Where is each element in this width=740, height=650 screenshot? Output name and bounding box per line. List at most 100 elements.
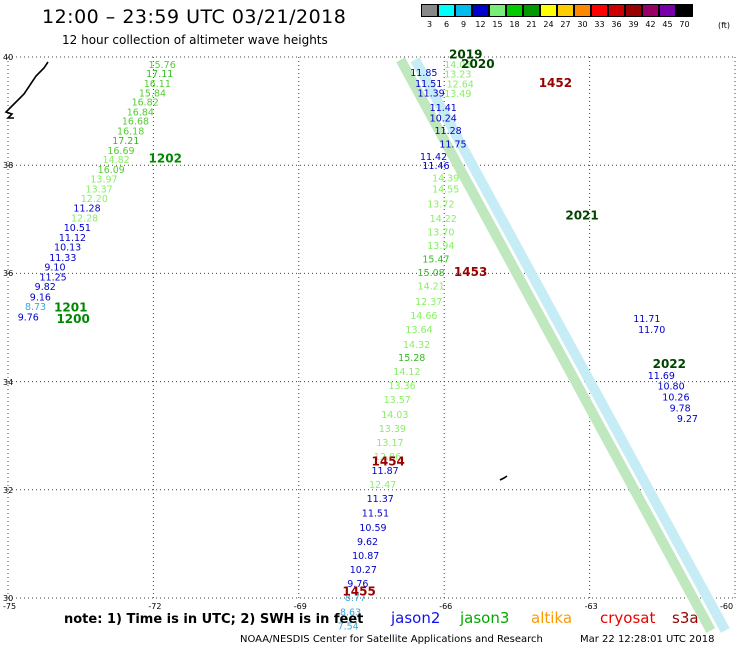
swh-value: 11.25 xyxy=(40,272,67,283)
swh-value: 11.70 xyxy=(638,325,665,336)
legend-color-box xyxy=(608,4,625,17)
swh-value: 13.97 xyxy=(90,175,117,186)
legend-color-box xyxy=(438,4,455,17)
swh-value: 13.64 xyxy=(405,325,432,336)
swh-value: 11.69 xyxy=(648,371,675,382)
swh-value: 13.23 xyxy=(444,70,471,81)
swh-value: 16.68 xyxy=(122,117,149,128)
swh-value: 11.42 xyxy=(420,152,447,163)
pass-time-label: 2021 xyxy=(565,208,598,222)
satellite-tracks xyxy=(396,57,730,633)
swh-value: 11.28 xyxy=(73,204,100,215)
legend-color-box xyxy=(625,4,642,17)
swh-value: 11.39 xyxy=(418,88,445,99)
swh-value: 10.59 xyxy=(359,523,386,534)
swh-value: 11.51 xyxy=(362,508,389,519)
swh-value: 13.49 xyxy=(444,89,471,100)
legend-color-box xyxy=(574,4,591,17)
satellite-name-s3a: s3a xyxy=(672,609,699,627)
legend-swatch-18: 18 xyxy=(506,4,523,29)
swh-value: 10.26 xyxy=(662,393,689,404)
latitude-tick-label: 34 xyxy=(3,377,14,387)
track-ribbon xyxy=(396,57,716,633)
swh-value: 14.03 xyxy=(444,60,471,71)
swh-value: 14.12 xyxy=(393,367,420,378)
legend-label: 12 xyxy=(475,20,486,29)
legend-swatch-27: 27 xyxy=(557,4,574,29)
swh-value: 17.11 xyxy=(146,69,173,80)
coastline xyxy=(4,61,508,481)
legend-swatch-33: 33 xyxy=(591,4,608,29)
swh-value: 10.80 xyxy=(657,382,684,393)
legend-label: 70 xyxy=(679,20,690,29)
satellite-name-cryosat: cryosat xyxy=(600,609,656,627)
legend-label: 27 xyxy=(560,20,571,29)
swh-value: 11.41 xyxy=(430,103,457,114)
latitude-tick-label: 30 xyxy=(3,594,14,603)
swh-value: 15.47 xyxy=(422,255,449,266)
latitude-tick-label: 38 xyxy=(3,161,14,171)
swh-value: 11.28 xyxy=(435,126,462,137)
swh-value: 16.82 xyxy=(132,98,159,109)
legend-color-box xyxy=(506,4,523,17)
swh-value: 11.85 xyxy=(410,68,437,79)
swh-value: 8.77 xyxy=(345,593,366,604)
legend-swatch-30: 30 xyxy=(574,4,591,29)
swh-value-labels: 15.7617.1116.1115.8416.8216.8416.6816.18… xyxy=(18,48,740,633)
swh-value: 11.12 xyxy=(59,233,86,244)
legend-label: 33 xyxy=(594,20,605,29)
legend-label: 21 xyxy=(526,20,537,29)
legend-color-box xyxy=(455,4,472,17)
legend-swatch-9: 9 xyxy=(455,4,472,29)
page-title: 12:00 – 23:59 UTC 03/21/2018 xyxy=(42,6,347,28)
legend-swatch-39: 39 xyxy=(625,4,642,29)
longitude-tick-label: -72 xyxy=(148,602,162,611)
swh-value: 13.94 xyxy=(427,241,454,252)
swh-value: 11.75 xyxy=(439,139,466,150)
page-subtitle: 12 hour collection of altimeter wave hei… xyxy=(62,33,328,47)
legend-color-box xyxy=(472,4,489,17)
legend-swatch-3: 3 xyxy=(421,4,438,29)
satellite-name-jason3: jason3 xyxy=(460,609,510,627)
legend-swatch-12: 12 xyxy=(472,4,489,29)
wave-height-color-legend: 3 6 9 12 15 18 21 24 27 30 33 36 39 42 45 70 xyxy=(421,4,693,29)
swh-value: 14.39 xyxy=(432,173,459,184)
swh-value: 15.28 xyxy=(398,353,425,364)
swh-value: 13.39 xyxy=(379,424,406,435)
swh-value: 9.76 xyxy=(18,312,39,323)
legend-color-box xyxy=(676,4,693,17)
pass-time-label: 1453 xyxy=(454,265,487,279)
satellite-name-altika: altika xyxy=(531,609,573,627)
legend-color-box xyxy=(540,4,557,17)
swh-value: 13.72 xyxy=(427,199,454,210)
legend-color-box xyxy=(523,4,540,17)
pass-time-label: 1200 xyxy=(56,312,89,326)
swh-value: 14.55 xyxy=(432,184,459,195)
legend-color-box xyxy=(642,4,659,17)
swh-value: 11.46 xyxy=(422,161,449,172)
note-text: note: 1) Time is in UTC; 2) SWH is in fe… xyxy=(64,612,364,627)
longitude-tick-label: -69 xyxy=(293,602,307,611)
latitude-tick-label: 40 xyxy=(3,53,14,62)
longitude-tick-label: -63 xyxy=(584,602,598,611)
swh-value: 13.37 xyxy=(86,184,113,195)
swh-value: 12.20 xyxy=(81,194,108,205)
swh-value: 9.82 xyxy=(35,282,56,293)
swh-value: 13.57 xyxy=(384,395,411,406)
pass-time-label: 2020 xyxy=(461,57,494,71)
legend-label: 24 xyxy=(543,20,554,29)
swh-value: 11.87 xyxy=(372,466,399,477)
legend-label: 6 xyxy=(443,20,450,29)
swh-value: 13.70 xyxy=(427,228,454,239)
generated-timestamp: Mar 22 12:28:01 UTC 2018 xyxy=(580,634,715,645)
longitude-tick-label: -66 xyxy=(439,602,453,611)
legend-swatch-21: 21 xyxy=(523,4,540,29)
swh-value: 9.78 xyxy=(670,403,691,414)
swh-value: 14.66 xyxy=(410,311,437,322)
pass-time-label: 1201 xyxy=(54,300,87,314)
legend-swatch-36: 36 xyxy=(608,4,625,29)
swh-value: 16.11 xyxy=(144,79,171,90)
credit-footer: NOAA/NESDIS Center for Satellite Applica… xyxy=(240,634,543,645)
legend-color-box xyxy=(557,4,574,17)
legend-swatch-24: 24 xyxy=(540,4,557,29)
